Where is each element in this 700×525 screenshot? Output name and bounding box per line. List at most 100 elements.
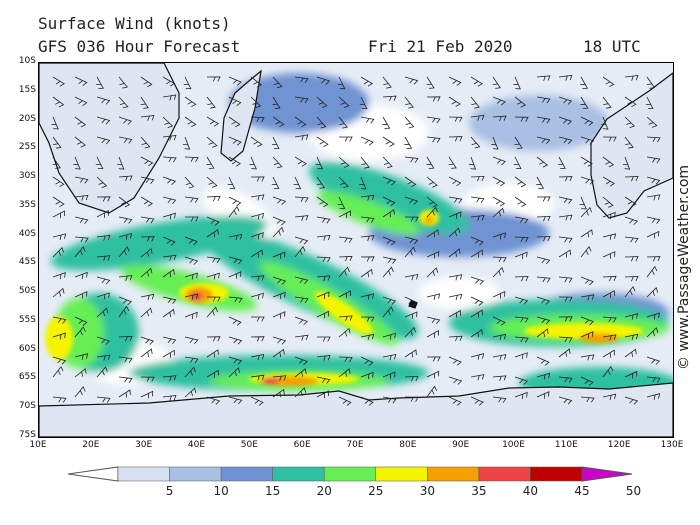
wind-barb: [492, 76, 501, 89]
lon-label: 10E: [29, 440, 47, 450]
wind-barb: [96, 196, 111, 202]
lat-label: 70S: [18, 401, 36, 412]
wind-barb: [140, 376, 155, 382]
wind-barb: [602, 233, 617, 240]
wind-barb: [646, 327, 659, 338]
wind-barb: [140, 348, 153, 358]
forecast-date: Fri 21 Feb 2020: [368, 37, 513, 56]
wind-barb: [602, 211, 616, 220]
wind-barb: [316, 136, 329, 147]
lon-label: 110E: [554, 440, 578, 450]
wind-barb: [250, 336, 265, 342]
lon-label: 30E: [135, 440, 153, 450]
wind-barb: [338, 290, 351, 298]
wind-barb: [118, 376, 133, 383]
wind-barb: [294, 368, 307, 378]
wind-barb: [162, 375, 177, 381]
wind-barb: [646, 265, 658, 278]
wind-barb: [294, 387, 307, 398]
wind-barb: [382, 296, 397, 305]
wind-barb: [96, 255, 111, 261]
wind-barb: [580, 294, 595, 301]
wind-barb: [470, 276, 485, 285]
wind-barb: [448, 335, 463, 342]
wind-barb: [52, 233, 67, 240]
legend-label: 5: [165, 484, 174, 498]
wind-barb: [602, 349, 615, 358]
wind-barb: [580, 396, 595, 403]
wind-barb: [404, 246, 416, 258]
wind-barb: [492, 156, 506, 166]
lon-label: 50E: [240, 440, 258, 450]
wind-barb: [360, 396, 374, 406]
wind-barb: [96, 76, 104, 89]
wind-barb: [52, 365, 64, 378]
wind-barb: [182, 136, 191, 150]
wind-barb: [470, 236, 484, 246]
lon-label: 100E: [502, 440, 525, 450]
wind-barb: [580, 206, 592, 218]
wind-barb: [118, 305, 130, 318]
wind-barb: [602, 275, 617, 282]
wind-barb: [96, 292, 110, 300]
wind-barb: [470, 396, 484, 406]
wind-barb: [272, 291, 286, 300]
wind-barb: [426, 206, 438, 218]
wind-barb: [162, 135, 177, 141]
wind-barb: [646, 230, 660, 239]
wind-barb: [359, 96, 368, 109]
wind-barb: [448, 211, 462, 219]
wind-barb: [404, 326, 416, 338]
wind-barb: [117, 156, 125, 170]
wind-barb: [514, 116, 529, 122]
wind-barb: [185, 216, 199, 222]
wind-barb: [404, 396, 419, 402]
legend-label: 40: [522, 484, 539, 498]
wind-barb: [426, 136, 441, 143]
wind-barb: [73, 156, 81, 170]
wind-barb: [338, 368, 351, 378]
wind-speed-legend: [68, 466, 632, 482]
wind-barb: [624, 348, 637, 358]
wind-barb: [250, 194, 265, 201]
wind-barb: [382, 353, 397, 361]
wind-barb: [536, 156, 549, 168]
wind-barb: [404, 116, 415, 129]
chart-title: Surface Wind (knots): [38, 14, 231, 33]
wind-barb: [184, 311, 198, 320]
wind-barb: [448, 356, 462, 366]
wind-barb: [536, 235, 551, 242]
wind-barb: [294, 334, 309, 341]
wind-barb: [622, 156, 631, 170]
wind-barb: [184, 176, 195, 189]
legend-swatch: [323, 466, 377, 482]
legend-label: 50: [625, 484, 642, 498]
lat-label: 50S: [18, 286, 36, 297]
wind-barb: [382, 266, 394, 278]
wind-barb: [250, 212, 265, 220]
wind-barb: [118, 76, 129, 89]
wind-barb: [492, 196, 506, 207]
wind-barb: [337, 196, 346, 210]
wind-barb: [271, 176, 280, 189]
wind-barb: [272, 216, 286, 226]
wind-barb: [228, 96, 242, 107]
wind-barb: [74, 76, 88, 86]
wind-barb: [470, 215, 485, 221]
wind-barb: [96, 276, 111, 285]
wind-barb: [382, 116, 391, 129]
wind-barb: [382, 371, 396, 379]
wind-barb: [382, 176, 396, 186]
wind-barb: [382, 256, 397, 264]
wind-barb: [206, 336, 221, 342]
wind-barb: [52, 332, 66, 340]
wind-barb: [294, 116, 307, 128]
wind-barb: [184, 116, 197, 128]
wind-barb: [206, 156, 215, 169]
wind-barb: [184, 387, 197, 398]
wind-barb: [646, 136, 661, 143]
wind-barb: [184, 236, 198, 246]
wind-barb: [184, 156, 199, 163]
wind-barb: [140, 196, 153, 207]
wind-barb: [74, 368, 87, 378]
